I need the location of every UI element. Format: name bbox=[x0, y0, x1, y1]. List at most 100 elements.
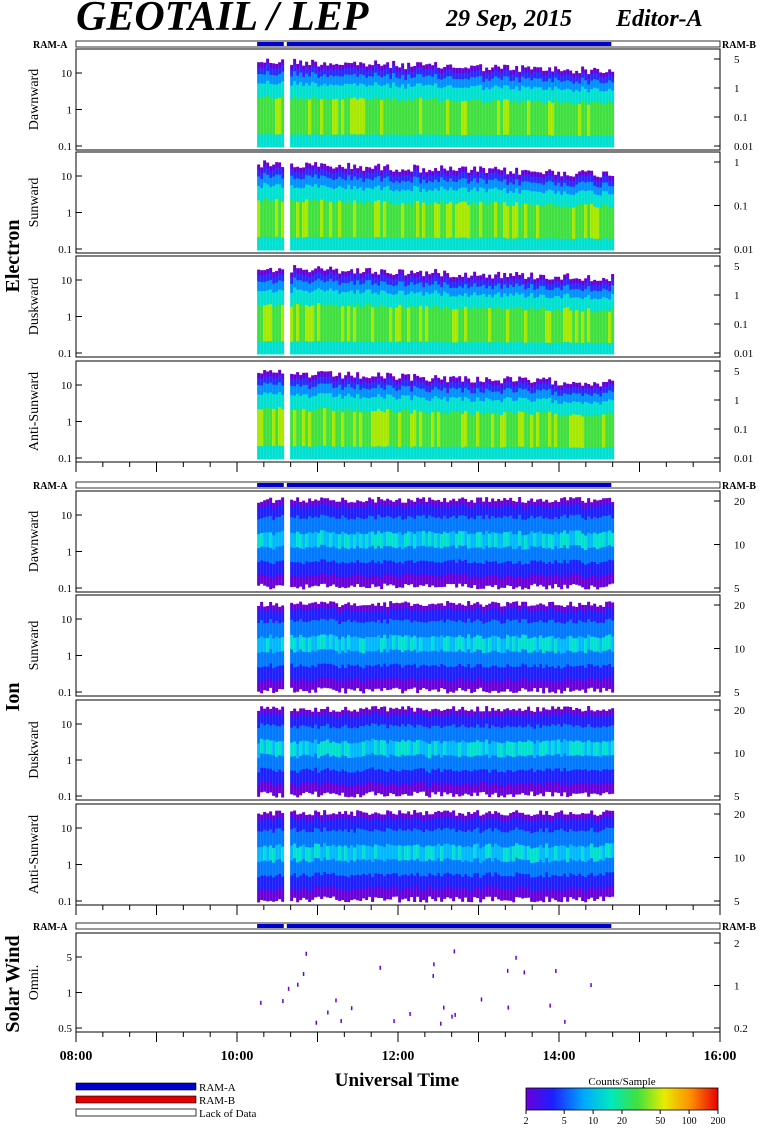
spectrogram-cell bbox=[398, 135, 402, 148]
spectrogram-cell bbox=[491, 575, 495, 588]
spectrogram-cell bbox=[611, 608, 615, 621]
spectrogram-cell bbox=[407, 560, 411, 575]
spectrogram-cell bbox=[320, 445, 324, 460]
spectrogram-cell bbox=[572, 515, 576, 532]
spectrogram-cell bbox=[290, 85, 294, 100]
spectrogram-cell bbox=[581, 285, 585, 292]
spectrogram-cell bbox=[407, 237, 411, 251]
spectrogram-cell bbox=[371, 65, 375, 71]
spectrogram-cell bbox=[401, 636, 405, 653]
spectrogram-cell bbox=[266, 80, 270, 97]
spectrogram-cell bbox=[533, 171, 537, 177]
spectrogram-cell bbox=[476, 204, 480, 239]
spectrogram-cell bbox=[608, 180, 612, 187]
spectrogram-cell bbox=[323, 714, 327, 727]
spectrogram-cell bbox=[326, 576, 330, 588]
spectrogram-cell bbox=[446, 667, 450, 683]
spectrogram-cell bbox=[389, 664, 393, 680]
spectrogram-cell bbox=[410, 755, 414, 772]
spectrogram-cell bbox=[263, 754, 267, 769]
spectrogram-cell bbox=[425, 191, 429, 206]
spectrogram-cell bbox=[392, 714, 396, 727]
spectrogram-cell bbox=[272, 394, 276, 410]
spectrogram-cell bbox=[542, 501, 546, 508]
spectrogram-cell bbox=[335, 167, 339, 173]
spectrogram-cell bbox=[308, 532, 312, 548]
ram-bar-solar-wind: RAM-A RAM-B bbox=[33, 922, 756, 933]
right-tick-label: 1 bbox=[734, 157, 740, 169]
spectrogram-cell bbox=[362, 508, 366, 520]
spectrogram-cell bbox=[602, 171, 606, 177]
spectrogram-cell bbox=[566, 175, 570, 181]
spectrogram-cell bbox=[416, 83, 420, 99]
spectrogram-cell bbox=[551, 619, 555, 637]
spectrogram-cell bbox=[563, 238, 567, 251]
spectrogram-cell bbox=[377, 678, 381, 689]
spectrogram-cell bbox=[305, 184, 309, 200]
spectrogram-cell bbox=[488, 667, 492, 683]
spectrogram-cell bbox=[530, 69, 534, 75]
spectrogram-cell bbox=[422, 70, 426, 78]
spectrogram-cell bbox=[509, 603, 513, 610]
spectrogram-cell bbox=[503, 378, 507, 384]
spectrogram-cell bbox=[551, 563, 555, 579]
spectrogram-cell bbox=[437, 621, 441, 638]
spectrogram-cell bbox=[506, 619, 510, 636]
spectrogram-cell bbox=[269, 407, 273, 447]
spectrogram-cell bbox=[329, 383, 333, 394]
spectrogram-cell bbox=[419, 604, 423, 612]
spectrogram-cell bbox=[512, 636, 516, 653]
spectrogram-cell bbox=[326, 274, 330, 282]
spectrogram-cell bbox=[263, 83, 267, 99]
spectrogram-cell bbox=[512, 400, 516, 415]
spectrogram-cell bbox=[437, 499, 441, 507]
spectrogram-cell bbox=[377, 608, 381, 621]
spectrogram-cell bbox=[548, 169, 552, 175]
spectrogram-cell bbox=[395, 499, 399, 507]
spectrogram-cell bbox=[422, 446, 426, 460]
spectrogram-cell bbox=[581, 576, 585, 588]
spectrogram-cell bbox=[278, 67, 282, 75]
spectrogram-cell bbox=[344, 713, 348, 726]
spectrogram-cell bbox=[398, 756, 402, 772]
spectrogram-cell bbox=[599, 195, 603, 209]
spectrogram-cell bbox=[578, 414, 582, 449]
spectrogram-cell bbox=[533, 501, 537, 509]
spectrogram-cell bbox=[563, 606, 567, 614]
spectrogram-cell bbox=[368, 715, 372, 727]
spectrogram-cell bbox=[524, 342, 528, 355]
spectrogram-cell bbox=[320, 376, 324, 384]
spectrogram-cell bbox=[380, 622, 384, 639]
spectrogram-cell bbox=[434, 237, 438, 251]
spectrogram-cell bbox=[602, 414, 606, 448]
spectrogram-cell bbox=[323, 608, 327, 620]
spectrogram-cell bbox=[491, 87, 495, 102]
spectrogram-cell bbox=[404, 679, 408, 691]
spectrogram-cell bbox=[260, 291, 264, 306]
spectrogram-cell bbox=[431, 277, 435, 285]
spectrogram-cell bbox=[575, 514, 579, 531]
spectrogram-cell bbox=[305, 408, 309, 447]
spectrogram-cell bbox=[368, 304, 372, 342]
spectrogram-cell bbox=[278, 499, 282, 507]
ram-bar-data bbox=[257, 42, 612, 46]
spectrogram-cell bbox=[269, 171, 273, 179]
spectrogram-cell bbox=[290, 168, 294, 177]
spectrogram-cell bbox=[338, 85, 342, 100]
spectrogram-cell bbox=[434, 410, 438, 447]
spectrogram-cell bbox=[335, 304, 339, 342]
spectrogram-cell bbox=[476, 275, 480, 281]
spectrogram-cell bbox=[578, 545, 582, 562]
spectrogram-cell bbox=[338, 606, 342, 614]
spectrogram-cell bbox=[308, 168, 312, 177]
spectrogram-cell bbox=[266, 724, 270, 740]
spectrogram-cell bbox=[455, 518, 459, 535]
spectrogram-cell bbox=[428, 386, 432, 393]
spectrogram-cell bbox=[605, 204, 609, 239]
spectrogram-cell bbox=[581, 506, 585, 519]
spectrogram-cell bbox=[359, 177, 363, 188]
spectrogram-cell bbox=[368, 389, 372, 399]
spectrogram-cell bbox=[569, 388, 573, 396]
y-tick-label: 0.1 bbox=[58, 244, 72, 256]
spectrogram-cell bbox=[455, 604, 459, 612]
